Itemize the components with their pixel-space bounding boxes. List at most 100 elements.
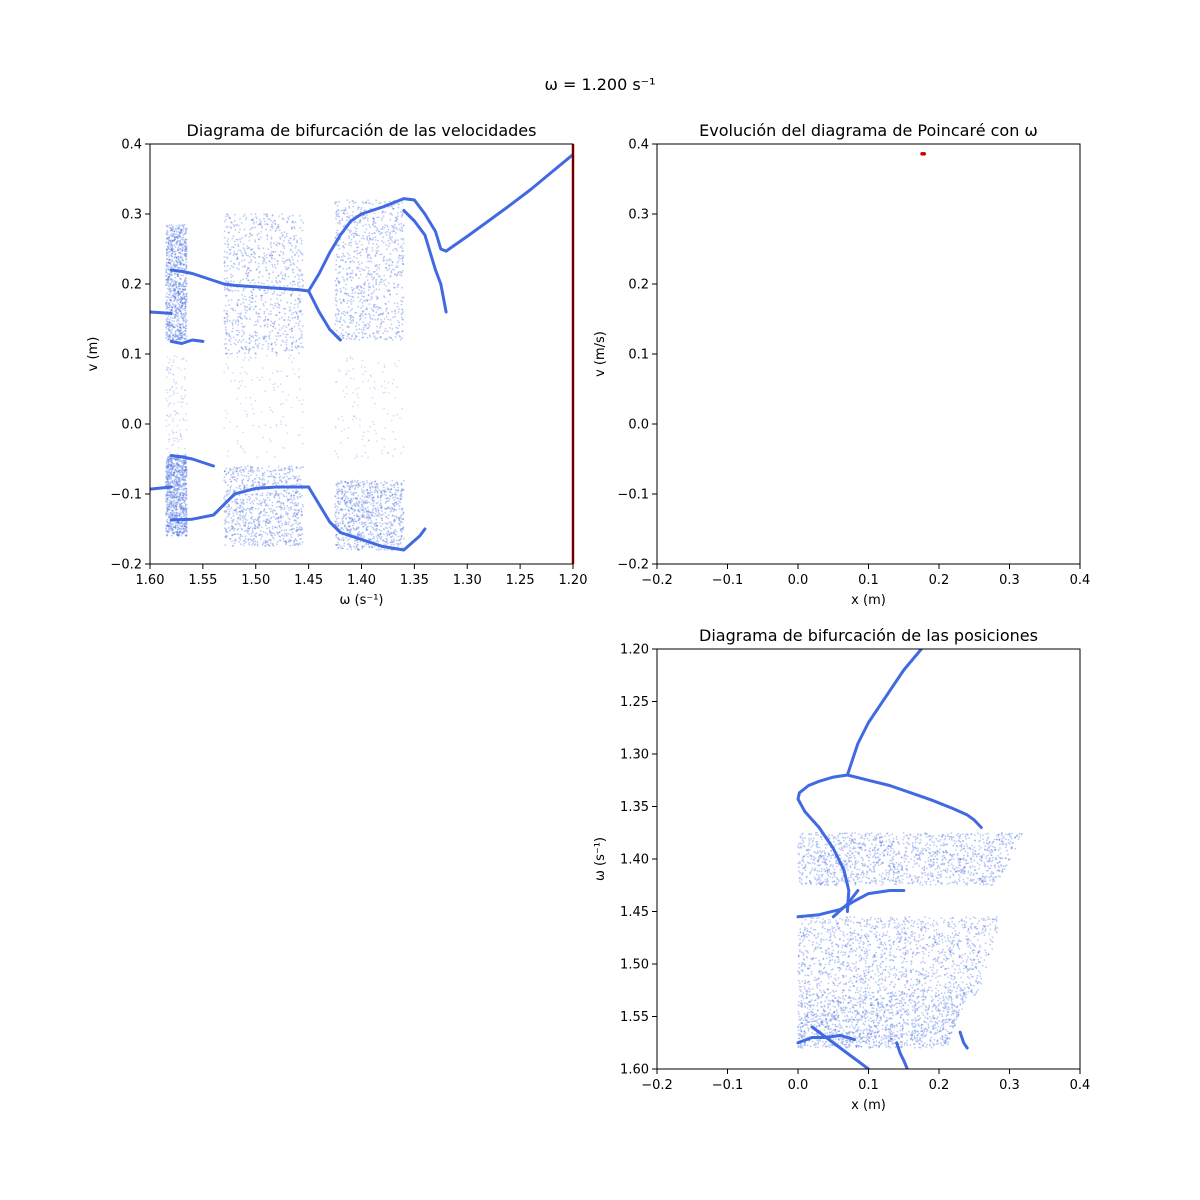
chaos-point: [266, 527, 268, 530]
chaos-point: [237, 442, 239, 445]
chaos-point: [240, 384, 242, 387]
chaos-point: [255, 484, 258, 487]
chaos-point: [240, 341, 243, 343]
chaos-point: [179, 260, 182, 262]
chaos-point: [382, 236, 385, 239]
chaos-point: [302, 279, 304, 282]
chaos-point: [388, 264, 390, 266]
chaos-point: [237, 321, 240, 323]
chaos-point: [363, 237, 365, 240]
chaos-point: [268, 313, 270, 315]
chaos-point: [344, 209, 346, 212]
chaos-point: [182, 283, 184, 285]
chaos-point: [381, 226, 384, 228]
chaos-point: [358, 221, 361, 224]
chaos-point: [375, 295, 378, 298]
chaos-point: [359, 285, 362, 287]
chaos-point: [393, 241, 396, 244]
chaos-point: [262, 541, 265, 543]
chaos-point: [274, 320, 276, 323]
chaos-point: [278, 303, 280, 306]
chaos-point: [335, 210, 338, 213]
chaos-point: [231, 237, 234, 240]
chaos-point: [179, 257, 182, 259]
chaos-point: [293, 477, 296, 480]
chaos-point: [274, 266, 277, 269]
chaos-point: [361, 295, 364, 298]
chaos-point: [176, 531, 178, 533]
chaos-point: [223, 426, 225, 429]
chaos-point: [178, 307, 181, 309]
chaos-point: [337, 506, 339, 509]
chaos-point: [250, 253, 253, 256]
chaos-point: [401, 337, 403, 339]
chaos-point: [240, 509, 243, 512]
chaos-point: [252, 221, 255, 223]
chaos-point: [342, 241, 345, 244]
chaos-point: [368, 324, 371, 326]
chaos-point: [241, 535, 244, 538]
chaos-point: [269, 313, 272, 315]
chaos-point: [386, 269, 389, 272]
chaos-point: [169, 299, 172, 301]
chaos-point: [244, 356, 246, 359]
chaos-point: [262, 542, 264, 545]
chaos-point: [178, 333, 181, 336]
chaos-point: [179, 287, 182, 290]
chaos-point: [382, 321, 385, 323]
chaos-point: [167, 524, 170, 527]
chaos-point: [373, 220, 376, 223]
chaos-point: [266, 533, 269, 536]
chaos-point: [338, 298, 341, 301]
chaos-point: [299, 250, 301, 252]
chaos-point: [244, 213, 246, 216]
chaos-point: [168, 491, 171, 494]
chaos-point: [278, 215, 280, 218]
chaos-point: [273, 496, 276, 499]
chaos-point: [256, 541, 259, 544]
chaos-point: [249, 511, 252, 514]
chaos-point: [183, 232, 186, 235]
chaos-point: [261, 344, 264, 346]
chaos-point: [380, 538, 382, 541]
chaos-point: [168, 288, 171, 290]
chaos-point: [173, 256, 176, 259]
chaos-point: [334, 314, 337, 317]
chaos-point: [183, 396, 186, 399]
chaos-point: [170, 459, 173, 462]
chaos-point: [229, 252, 232, 255]
chaos-point: [278, 311, 281, 314]
chaos-point: [241, 480, 244, 482]
chaos-point: [177, 328, 180, 331]
chaos-point: [225, 342, 228, 345]
chaos-point: [396, 262, 399, 264]
chaos-point: [299, 495, 301, 498]
chaos-point: [168, 293, 171, 296]
chaos-point: [176, 236, 178, 239]
chaos-point: [233, 527, 236, 530]
chaos-point: [179, 291, 182, 294]
chaos-point: [225, 528, 228, 531]
chaos-point: [393, 269, 395, 271]
chaos-point: [174, 333, 177, 336]
chaos-point: [175, 309, 178, 312]
chaos-point: [359, 314, 361, 317]
chaos-point: [253, 540, 255, 543]
chaos-point: [170, 511, 172, 514]
chaos-point: [264, 301, 267, 303]
chaos-point: [166, 229, 169, 232]
chaos-point: [185, 266, 188, 269]
chaos-point: [267, 342, 270, 345]
chaos-point: [182, 236, 185, 239]
chaos-point: [169, 277, 172, 280]
chaos-point: [288, 258, 290, 261]
chaos-point: [165, 419, 167, 422]
chaos-point: [377, 245, 380, 248]
chaos-point: [180, 306, 183, 308]
chaos-point: [271, 411, 274, 413]
chaos-point: [166, 497, 169, 500]
chaos-point: [391, 240, 394, 243]
chaos-point: [264, 316, 267, 318]
chaos-point: [168, 514, 170, 517]
chaos-point: [293, 511, 296, 514]
